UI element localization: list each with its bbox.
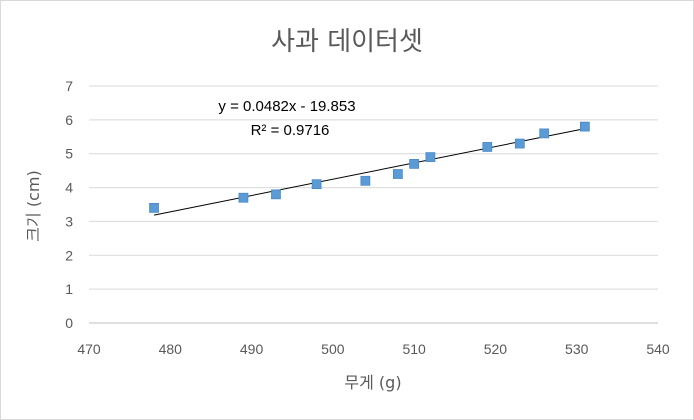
data-point <box>360 175 371 186</box>
data-point <box>514 138 525 149</box>
trendline-layer <box>153 128 585 216</box>
data-point <box>149 203 159 213</box>
y-axis-title: 크기 (cm) <box>24 170 43 241</box>
x-tick-label: 520 <box>484 341 508 357</box>
y-tick-label: 3 <box>65 213 73 229</box>
trendline-equation: y = 0.0482x - 19.853 <box>218 98 355 115</box>
data-points <box>149 121 590 213</box>
data-point <box>238 192 249 203</box>
x-axis-title: 무게 (g) <box>344 373 401 392</box>
data-point <box>482 142 493 152</box>
x-tick-label: 510 <box>402 341 426 357</box>
y-tick-label: 7 <box>65 78 73 94</box>
data-point <box>425 152 436 162</box>
x-axis-ticks: 470 480 490 500 510 520 530 540 <box>77 341 670 357</box>
x-tick-label: 490 <box>240 341 264 357</box>
x-tick-label: 500 <box>321 341 345 357</box>
x-tick-label: 530 <box>565 341 589 357</box>
gridlines <box>89 85 658 324</box>
x-tick-label: 470 <box>77 341 101 357</box>
data-point <box>311 179 322 190</box>
y-tick-label: 6 <box>65 112 73 128</box>
data-point <box>539 128 550 139</box>
y-axis-ticks: 0 1 2 3 4 5 6 7 <box>65 78 73 331</box>
x-tick-label: 540 <box>646 341 670 357</box>
y-tick-label: 1 <box>65 281 73 297</box>
data-point <box>393 169 403 179</box>
data-point <box>579 121 590 132</box>
y-tick-label: 0 <box>65 315 73 331</box>
data-point <box>271 189 281 200</box>
chart-title: 사과 데이터셋 <box>271 27 423 57</box>
x-tick-label: 480 <box>159 341 183 357</box>
data-point <box>409 158 420 169</box>
y-tick-label: 4 <box>65 180 73 196</box>
y-tick-label: 2 <box>65 247 73 263</box>
trendline-r-squared: R² = 0.9716 <box>251 122 330 139</box>
y-tick-label: 5 <box>65 146 73 162</box>
trendline <box>153 128 585 216</box>
